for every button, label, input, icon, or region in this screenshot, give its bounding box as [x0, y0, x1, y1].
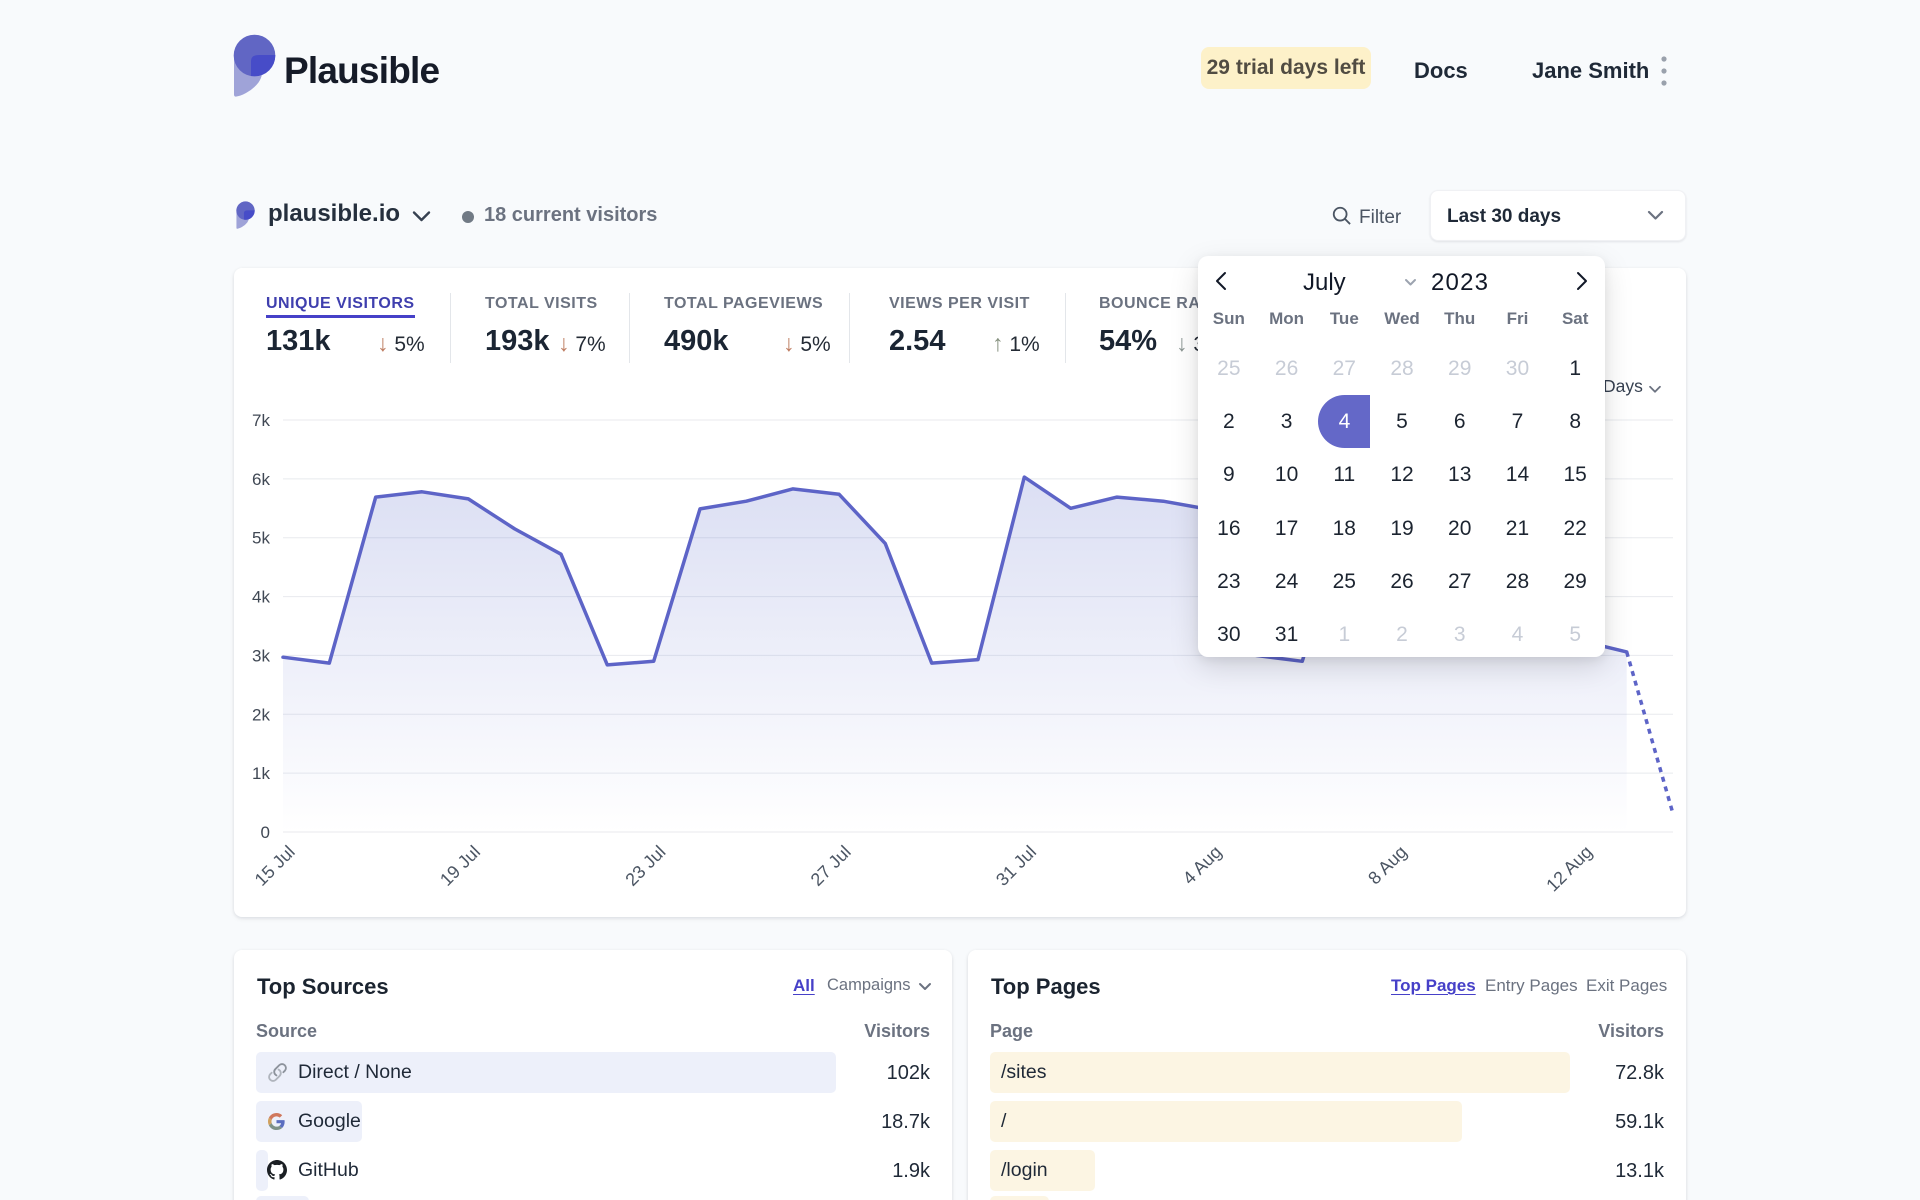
svg-text:19 Jul: 19 Jul [436, 842, 484, 890]
svg-text:8 Aug: 8 Aug [1364, 842, 1411, 889]
svg-text:5k: 5k [252, 529, 270, 548]
svg-text:6k: 6k [252, 470, 270, 489]
svg-text:27 Jul: 27 Jul [807, 842, 855, 890]
svg-text:23 Jul: 23 Jul [621, 842, 669, 890]
svg-text:0: 0 [261, 823, 270, 842]
svg-text:31 Jul: 31 Jul [992, 842, 1040, 890]
svg-text:2k: 2k [252, 705, 270, 724]
svg-text:1k: 1k [252, 764, 270, 783]
svg-text:3k: 3k [252, 646, 270, 665]
svg-text:4k: 4k [252, 588, 270, 607]
svg-text:15 Jul: 15 Jul [251, 842, 299, 890]
svg-text:4 Aug: 4 Aug [1179, 842, 1226, 889]
svg-text:7k: 7k [252, 411, 270, 430]
svg-text:12 Aug: 12 Aug [1542, 842, 1596, 896]
